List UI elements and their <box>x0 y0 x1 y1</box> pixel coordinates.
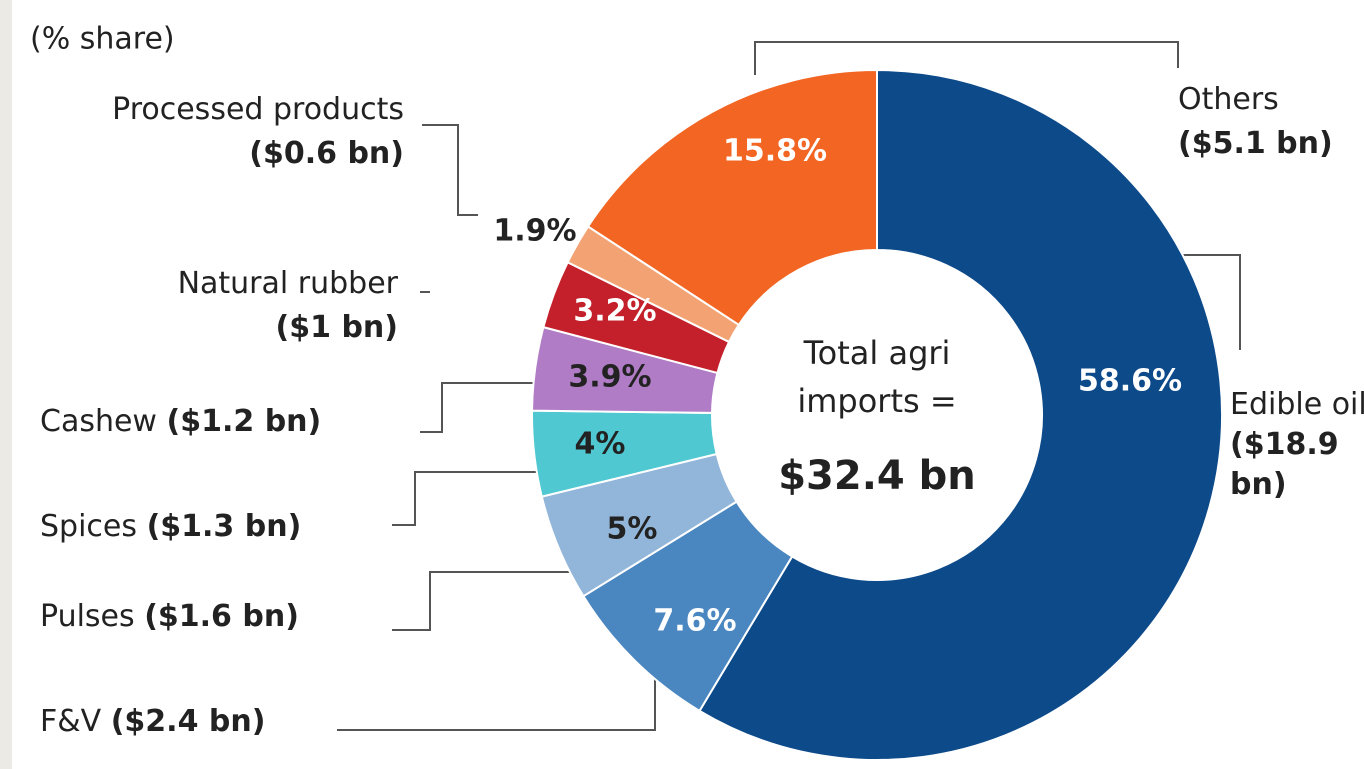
center-text-line: Total agri <box>803 334 951 372</box>
category-label: Cashew ($1.2 bn) <box>40 400 321 444</box>
leader-line <box>1172 254 1241 350</box>
category-amount: ($1.3 bn) <box>146 509 302 544</box>
category-name: Others <box>1178 82 1279 117</box>
category-name: Natural rubber <box>177 266 398 301</box>
category-name: F&V <box>40 704 102 739</box>
category-amount: ($0.6 bn) <box>249 136 404 171</box>
leader-line <box>420 382 545 433</box>
leader-line <box>337 652 656 731</box>
category-name: Spices <box>40 509 138 544</box>
category-label: F&V ($2.4 bn) <box>40 700 265 744</box>
leader-line <box>754 41 1179 75</box>
subtitle: (% share) <box>30 22 175 57</box>
category-amount: ($1.2 bn) <box>166 404 322 439</box>
category-name: Processed products <box>112 92 404 127</box>
category-label: Processed products ($0.6 bn) <box>112 88 404 176</box>
category-amount: ($18.9 bn) <box>1230 427 1339 502</box>
panel: (% share) Total agri imports = $32.4 bn 5… <box>12 0 1364 769</box>
category-label: Pulses ($1.6 bn) <box>40 595 299 639</box>
center-value: $32.4 bn <box>778 453 976 499</box>
value-label: 3.9% <box>568 360 651 395</box>
category-amount: ($1 bn) <box>275 310 398 345</box>
category-label: Others ($5.1 bn) <box>1178 78 1333 166</box>
value-label: 58.6% <box>1078 364 1182 399</box>
value-label: 4% <box>575 427 626 462</box>
category-label: Edible oil ($18.9 bn) <box>1230 385 1364 505</box>
ring <box>531 68 1223 761</box>
category-label: Spices ($1.3 bn) <box>40 505 301 549</box>
leader-line <box>392 471 545 526</box>
value-label: 1.9% <box>493 214 576 249</box>
center-text: Total agri imports = <box>797 334 956 420</box>
category-amount: ($5.1 bn) <box>1178 126 1333 161</box>
category-name: Pulses <box>40 599 135 634</box>
leader-line <box>422 124 478 216</box>
leader-line <box>392 571 570 631</box>
chart: (% share) Total agri imports = $32.4 bn 5… <box>30 22 1241 761</box>
donut-segment <box>698 68 1223 761</box>
category-label: Natural rubber ($1 bn) <box>178 262 398 350</box>
value-label: 15.8% <box>723 134 827 169</box>
donut-segment <box>586 68 878 327</box>
category-amount: ($1.6 bn) <box>144 599 299 634</box>
value-label: 7.6% <box>653 604 736 639</box>
center-text-line: imports = <box>797 382 956 420</box>
category-name: Cashew <box>40 404 157 439</box>
category-amount: ($2.4 bn) <box>110 704 266 739</box>
value-label: 5% <box>607 512 658 547</box>
category-name: Edible oil <box>1230 387 1364 422</box>
value-label: 3.2% <box>573 294 656 329</box>
